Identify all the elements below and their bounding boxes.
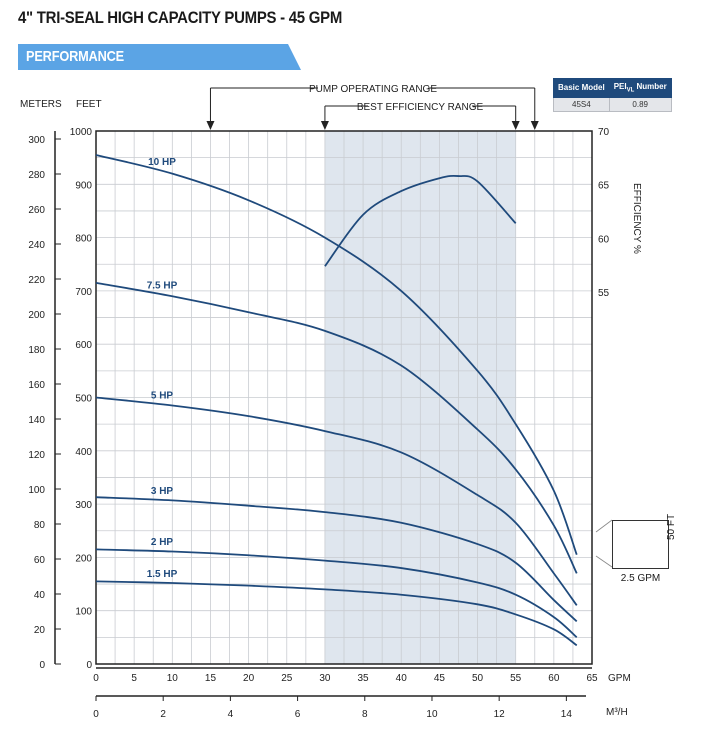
gpm-tick-label: 60 <box>548 673 560 684</box>
efficiency-tick-label: 70 <box>598 127 610 138</box>
gpm-tick-label: 5 <box>131 673 137 684</box>
head-curve-1-5-hp <box>95 580 578 647</box>
meters-tick-label: 20 <box>34 625 46 636</box>
efficiency-tick-label: 60 <box>598 234 610 245</box>
head-curve-7-5-hp <box>95 282 578 574</box>
meters-tick-label: 40 <box>34 590 46 601</box>
feet-tick-label: 900 <box>75 180 92 191</box>
m3h-tick-label: 12 <box>494 709 506 720</box>
efficiency-range-arrow-right <box>511 121 520 130</box>
gpm-tick-label: 40 <box>396 673 408 684</box>
gpm-tick-label: 25 <box>281 673 293 684</box>
efficiency-range-label-bg <box>368 98 472 114</box>
efficiency-range-arrow-left <box>320 121 329 130</box>
m3h-tick-label: 10 <box>426 709 438 720</box>
operating-range-label: PUMP OPERATING RANGE <box>309 84 437 95</box>
curve-label: 3 HP <box>151 486 174 497</box>
gpm-tick-label: 30 <box>319 673 331 684</box>
feet-axis-title: FEET <box>76 99 102 110</box>
feet-tick-label: 800 <box>75 234 92 245</box>
efficiency-tick-label: 65 <box>598 181 610 192</box>
scale-connector-top <box>595 519 613 533</box>
meters-axis-title: METERS <box>20 99 62 110</box>
m3h-tick-label: 2 <box>160 709 166 720</box>
scale-y-label: 50 FT <box>666 513 677 540</box>
meters-tick-label: 120 <box>28 450 45 461</box>
feet-tick-label: 600 <box>75 340 92 351</box>
curve-label: 1.5 HP <box>147 569 178 580</box>
gpm-tick-label: 50 <box>472 673 484 684</box>
m3h-tick-label: 14 <box>561 709 573 720</box>
curve-label: 7.5 HP <box>147 280 178 291</box>
gpm-tick-label: 65 <box>586 673 598 684</box>
operating-range-arrow-right <box>530 121 539 130</box>
model-header: Basic Model <box>553 78 610 98</box>
gpm-tick-label: 10 <box>167 673 179 684</box>
scale-connector-bottom <box>595 555 613 568</box>
head-curve-10-hp <box>95 154 578 556</box>
meters-tick-label: 200 <box>28 310 45 321</box>
feet-tick-label: 400 <box>75 447 92 458</box>
meters-tick-label: 140 <box>28 415 45 426</box>
efficiency-curve <box>324 174 517 267</box>
meters-tick-label: 220 <box>28 275 45 286</box>
feet-tick-label: 200 <box>75 553 92 564</box>
section-tab-shape <box>18 44 301 70</box>
gpm-tick-label: 20 <box>243 673 255 684</box>
gpm-tick-label: 35 <box>358 673 370 684</box>
meters-tick-label: 240 <box>28 240 45 251</box>
meters-tick-label: 60 <box>34 555 46 566</box>
feet-tick-label: 0 <box>86 660 92 671</box>
efficiency-range-label: BEST EFFICIENCY RANGE <box>357 102 484 113</box>
page-title: 4" TRI-SEAL HIGH CAPACITY PUMPS - 45 GPM <box>18 8 343 27</box>
model-table-row: 45S4 0.89 <box>553 96 672 112</box>
section-tab: PERFORMANCE <box>18 44 301 70</box>
m3h-axis-title: M³/H <box>606 707 628 718</box>
efficiency-axis-title: EFFICIENCY % <box>631 183 642 254</box>
feet-tick-label: 500 <box>75 394 92 405</box>
meters-tick-label: 280 <box>28 170 45 181</box>
head-curve-5-hp <box>95 396 578 606</box>
gpm-tick-label: 45 <box>434 673 446 684</box>
m3h-tick-label: 6 <box>295 709 301 720</box>
meters-tick-label: 80 <box>34 520 46 531</box>
model-value: 45S4 <box>553 96 610 112</box>
head-curve-2-hp <box>95 548 578 639</box>
meters-tick-label: 260 <box>28 205 45 216</box>
scale-reference-box <box>612 520 669 569</box>
meters-tick-label: 100 <box>28 485 45 496</box>
efficiency-tick-label: 55 <box>598 288 610 299</box>
curve-label: 10 HP <box>148 157 176 168</box>
section-label: PERFORMANCE <box>26 48 125 65</box>
meters-tick-label: 160 <box>28 380 45 391</box>
m3h-tick-label: 4 <box>228 709 234 720</box>
m3h-tick-label: 8 <box>362 709 368 720</box>
gpm-tick-label: 0 <box>93 673 99 684</box>
feet-tick-label: 100 <box>75 607 92 618</box>
pei-value: 0.89 <box>608 96 672 112</box>
operating-range-arrow-left <box>206 121 215 130</box>
curve-label: 2 HP <box>151 537 174 548</box>
m3h-tick-label: 0 <box>93 709 99 720</box>
scale-x-label: 2.5 GPM <box>620 573 661 584</box>
operating-range-label-bg <box>318 80 428 96</box>
curve-label: 5 HP <box>151 390 174 401</box>
feet-tick-label: 700 <box>75 287 92 298</box>
meters-tick-label: 0 <box>39 660 45 671</box>
gpm-axis-title: GPM <box>608 673 631 684</box>
meters-tick-label: 300 <box>28 135 45 146</box>
gpm-tick-label: 15 <box>205 673 217 684</box>
feet-tick-label: 300 <box>75 500 92 511</box>
gpm-tick-label: 55 <box>510 673 522 684</box>
feet-tick-label: 1000 <box>70 127 93 138</box>
meters-tick-label: 180 <box>28 345 45 356</box>
head-curve-3-hp <box>95 496 578 623</box>
model-table: Basic Model PEIVL Number 45S4 0.89 <box>553 78 672 112</box>
